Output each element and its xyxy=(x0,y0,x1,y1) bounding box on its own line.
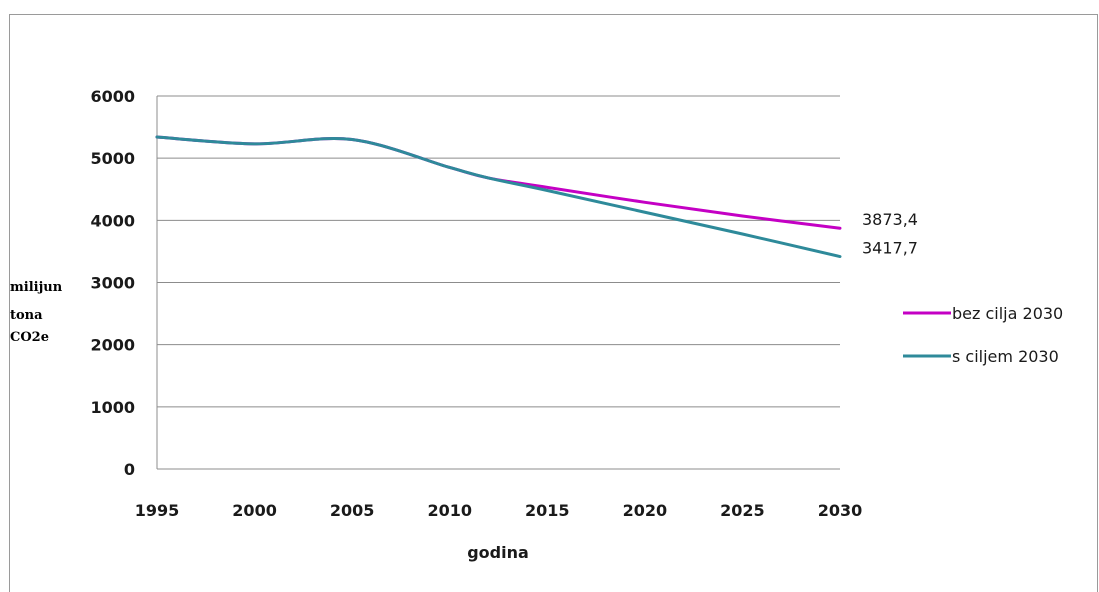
x-axis-label: godina xyxy=(467,543,529,562)
legend: bez cilja 2030 s ciljem 2030 xyxy=(903,304,1063,366)
y-tick-label: 3000 xyxy=(90,274,135,293)
y-tick-label: 1000 xyxy=(90,398,135,417)
end-labels: 3873,4 3417,7 xyxy=(862,210,918,257)
gridlines xyxy=(156,95,840,470)
y-tick-label: 5000 xyxy=(90,149,135,168)
x-tick-label: 2005 xyxy=(330,501,375,520)
series-line-1 xyxy=(155,135,842,259)
x-tick-labels: 1995 2000 2005 2010 2015 2020 2025 2030 xyxy=(135,501,863,520)
y-tick-label: 4000 xyxy=(90,211,135,230)
series-line-0 xyxy=(155,135,842,230)
x-tick-label: 2025 xyxy=(720,501,765,520)
end-label-1: 3417,7 xyxy=(862,239,918,258)
legend-label-s-ciljem: s ciljem 2030 xyxy=(952,347,1059,366)
series-lines xyxy=(155,135,842,259)
y-tick-labels: 0 1000 2000 3000 4000 5000 6000 xyxy=(90,87,135,479)
x-tick-label: 2015 xyxy=(525,501,570,520)
y-axis-label-line-2: tona xyxy=(10,308,43,323)
y-tick-label: 6000 xyxy=(90,87,135,106)
y-axis-label-line-1: milijun xyxy=(10,280,63,295)
x-tick-label: 2030 xyxy=(818,501,863,520)
end-label-0: 3873,4 xyxy=(862,210,918,229)
y-axis-label-line-3: CO2e xyxy=(10,330,49,345)
y-tick-label: 2000 xyxy=(90,336,135,355)
chart-frame xyxy=(9,14,1098,592)
x-tick-label: 2010 xyxy=(427,501,472,520)
x-tick-label: 2020 xyxy=(623,501,668,520)
x-tick-label: 2000 xyxy=(232,501,277,520)
y-tick-label: 0 xyxy=(124,460,135,479)
legend-label-bez-cilja: bez cilja 2030 xyxy=(952,304,1063,323)
x-tick-label: 1995 xyxy=(135,501,180,520)
